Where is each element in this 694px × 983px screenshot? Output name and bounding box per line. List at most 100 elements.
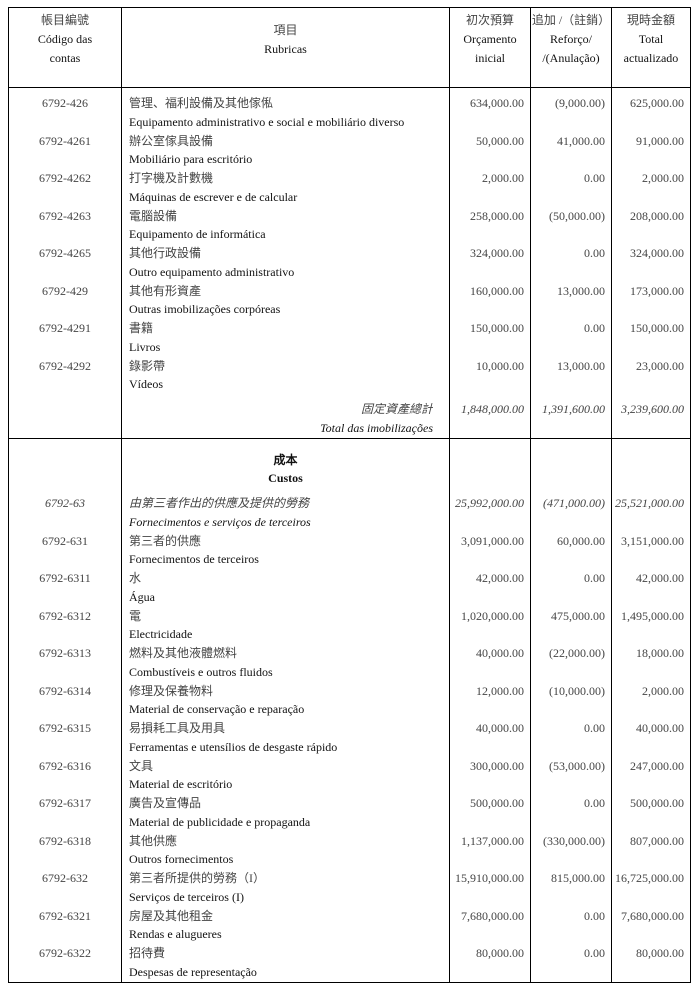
initial-cell: 324,000.00 — [449, 244, 531, 282]
rubric-cell: 錄影帶 Vídeos — [121, 356, 450, 394]
total-zh: 固定資產總計 — [360, 402, 433, 416]
rubric-pt: Outras imobilizações corpóreas — [129, 302, 281, 317]
rubric-pt: Material de conservação e reparação — [129, 702, 305, 717]
rubric-zh: 燃料及其他液體燃料 — [129, 646, 238, 660]
total-amount: 173,000.00 — [630, 283, 684, 298]
change-cell: 475,000.00 — [530, 606, 612, 644]
rubric-pt: Fornecimentos e serviços de terceiros — [129, 514, 311, 529]
header-rubric-zh: 項目 — [273, 23, 298, 37]
initial-cell: 160,000.00 — [449, 281, 531, 319]
account-code: 6792-6316 — [39, 758, 91, 773]
account-code: 6792-6312 — [39, 608, 91, 623]
header-total-pt1: Total — [638, 32, 664, 46]
rubric-pt: Equipamento de informática — [129, 227, 266, 242]
header-total-pt2: actualizado — [623, 51, 679, 65]
account-code-cell: 6792-4261 — [8, 131, 122, 169]
rubric-cell: 其他供應 Outros fornecimentos — [121, 831, 450, 869]
initial-amount: 42,000.00 — [476, 571, 524, 585]
total-amount: 23,000.00 — [636, 358, 684, 373]
rubric-pt: Água — [129, 589, 155, 604]
total-cell: 625,000.00 — [611, 87, 691, 132]
change-amount: 13,000.00 — [557, 283, 605, 298]
initial-amount: 12,000.00 — [476, 683, 524, 698]
change-cell: 0.00 — [530, 944, 612, 983]
change-amount: (330,000.00) — [543, 833, 605, 848]
change-cell: 13,000.00 — [530, 281, 612, 319]
total-cell: 500,000.00 — [611, 794, 691, 832]
rubric-zh: 管理、福利設備及其他傢俬 — [129, 96, 274, 110]
rubric-pt: Equipamento administrativo e social e mo… — [129, 114, 405, 129]
rubric-zh: 文具 — [129, 758, 154, 773]
total-amount: 247,000.00 — [630, 758, 684, 773]
costs-heading-row: 成本 Custos — [8, 438, 691, 488]
rubric-pt: Outros fornecimentos — [129, 852, 234, 867]
initial-cell: 1,020,000.00 — [449, 606, 531, 644]
total-amount: 16,725,000.00 — [615, 871, 684, 885]
rubric-zh: 由第三者作出的供應及提供的勞務 — [129, 496, 310, 510]
total-change-value: 1,391,600.00 — [542, 402, 605, 416]
change-amount: 0.00 — [584, 946, 605, 960]
header-initial-pt1: Orçamento — [463, 32, 517, 46]
total-pt: Total das imobilizações — [320, 420, 433, 435]
table-row: 6792-4291 書籍 Livros 150,000.00 0.00 150,000.0… — [8, 319, 691, 357]
rubric-zh: 第三者所提供的勞務（I） — [129, 871, 265, 885]
total-amount: 3,151,000.00 — [621, 533, 684, 548]
initial-amount: 50,000.00 — [476, 133, 524, 148]
total-cell: 23,000.00 — [611, 356, 691, 394]
account-code: 6792-4291 — [39, 321, 91, 335]
change-cell: 0.00 — [530, 719, 612, 757]
rubric-zh: 打字機及計數機 — [129, 171, 214, 185]
table-row: 6792-6313 燃料及其他液體燃料 Combustíveis e outros … — [8, 644, 691, 682]
account-code: 6792-6311 — [39, 571, 91, 585]
initial-cell: 7,680,000.00 — [449, 906, 531, 944]
initial-cell: 15,910,000.00 — [449, 869, 531, 907]
initial-cell: 634,000.00 — [449, 87, 531, 132]
total-rubric: 固定資產總計 Total das imobilizações — [121, 394, 450, 439]
total-amount: 7,680,000.00 — [621, 908, 684, 923]
initial-amount: 1,137,000.00 — [461, 833, 524, 848]
account-code: 6792-4263 — [39, 208, 91, 223]
total-total-value: 3,239,600.00 — [621, 402, 684, 416]
initial-amount: 300,000.00 — [470, 758, 524, 773]
rubric-zh: 招待費 — [129, 946, 166, 960]
rubric-cell: 管理、福利設備及其他傢俬 Equipamento administrativo e… — [121, 87, 450, 132]
change-amount: (10,000.00) — [549, 683, 605, 698]
header-change: 追加 /（註銷） Reforço/ /(Anulação) — [530, 7, 612, 88]
rubric-zh: 修理及保養物料 — [129, 683, 214, 698]
initial-cell: 258,000.00 — [449, 206, 531, 244]
initial-amount: 25,992,000.00 — [455, 496, 524, 510]
total-cell: 42,000.00 — [611, 569, 691, 607]
rubric-cell: 易損耗工具及用具 Ferramentas e utensílios de desg… — [121, 719, 450, 757]
rubric-pt: Rendas e alugueres — [129, 927, 222, 942]
change-cell: 60,000.00 — [530, 531, 612, 569]
rubric-pt: Fornecimentos de terceiros — [129, 552, 259, 567]
initial-amount: 3,091,000.00 — [461, 533, 524, 548]
initial-cell: 150,000.00 — [449, 319, 531, 357]
total-cell: 3,151,000.00 — [611, 531, 691, 569]
total-cell: 2,000.00 — [611, 681, 691, 719]
account-code-cell: 6792-63 — [8, 488, 122, 532]
total-cell: 16,725,000.00 — [611, 869, 691, 907]
rubric-cell: 房屋及其他租金 Rendas e alugueres — [121, 906, 450, 944]
change-amount: 475,000.00 — [551, 608, 605, 623]
change-cell: 41,000.00 — [530, 131, 612, 169]
total-amount: 150,000.00 — [630, 321, 684, 335]
initial-amount: 500,000.00 — [470, 796, 524, 810]
account-code: 6792-4261 — [39, 133, 91, 148]
initial-cell: 10,000.00 — [449, 356, 531, 394]
rubric-zh: 書籍 — [129, 321, 154, 335]
heading-initial — [449, 438, 531, 488]
account-code-cell: 6792-4265 — [8, 244, 122, 282]
account-code: 6792-4265 — [39, 246, 91, 260]
total-amount: 91,000.00 — [636, 133, 684, 148]
initial-cell: 42,000.00 — [449, 569, 531, 607]
account-code-cell: 6792-4262 — [8, 169, 122, 207]
change-amount: (471,000.00) — [543, 496, 605, 510]
account-code-cell: 6792-429 — [8, 281, 122, 319]
rubric-pt: Material de publicidade e propaganda — [129, 814, 311, 829]
total-amount: 25,521,000.00 — [615, 496, 684, 510]
budget-table: 帳目編號 Código das contas 項目 Rubricas 初次預算 Orça… — [8, 7, 691, 983]
rubric-zh: 電 — [129, 608, 142, 623]
account-code: 6792-4262 — [39, 171, 91, 185]
account-code: 6792-4292 — [39, 358, 91, 373]
